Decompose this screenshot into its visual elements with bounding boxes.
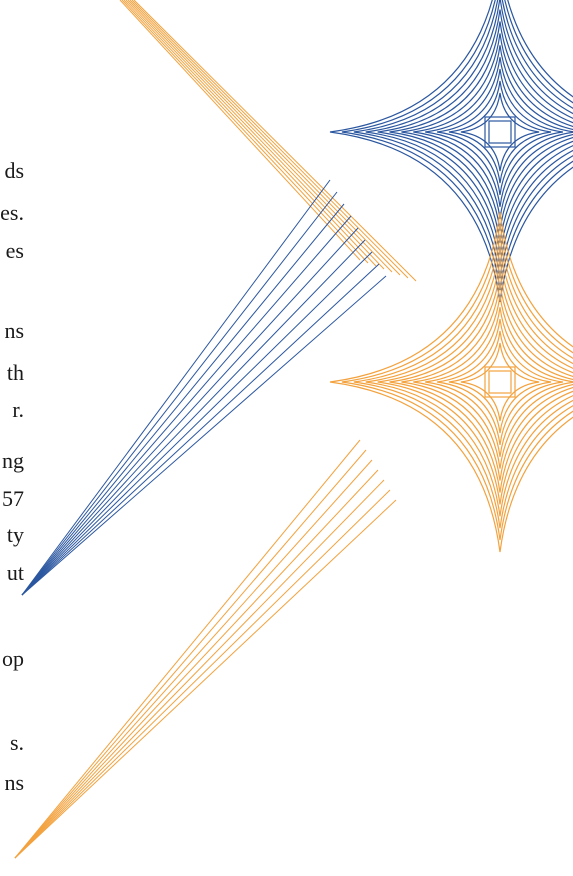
blue-curve: [353, 0, 573, 279]
blue-square: [488, 120, 512, 144]
blue-string: [21, 239, 366, 596]
orange-curve: [329, 211, 573, 553]
blue-curve: [413, 45, 573, 219]
text-fragment-12: s.: [9, 730, 24, 755]
text-fragment-5: th: [6, 360, 24, 385]
blue-curve: [341, 0, 573, 291]
orange-square: [484, 366, 516, 398]
text-fragment-8: 57: [2, 486, 24, 511]
text-fragment-3: es: [5, 238, 24, 263]
text-fragment-4: ns: [4, 318, 24, 343]
orange-string: [121, 0, 369, 264]
text-fragment-2: es.: [0, 200, 24, 225]
orange-string: [125, 0, 385, 270]
orange-lower-string: [14, 459, 373, 859]
blue-curve: [377, 9, 573, 255]
orange-curve: [401, 283, 573, 481]
text-fragment-1: ds: [4, 158, 24, 183]
blue-square: [484, 116, 516, 148]
orange-lower-string: [14, 469, 379, 859]
blue-string: [21, 191, 338, 596]
orange-star-curves: [329, 211, 573, 553]
orange-curve: [377, 259, 573, 505]
blue-curve: [460, 92, 540, 172]
orange-string: [127, 0, 393, 273]
blue-curve: [401, 33, 573, 231]
orange-curve: [341, 223, 573, 541]
string-lines: [14, 0, 417, 859]
orange-lower-string: [14, 479, 385, 859]
blue-curve: [389, 21, 573, 243]
blue-string: [21, 275, 387, 596]
orange-string: [119, 0, 361, 261]
blue-string: [21, 179, 331, 596]
blue-curve: [329, 0, 573, 303]
blue-curve: [448, 80, 552, 184]
orange-lower-string: [14, 499, 397, 859]
blue-star-curves: [329, 0, 573, 303]
blue-string: [21, 203, 345, 596]
orange-curve: [460, 342, 540, 422]
orange-curve: [365, 247, 573, 517]
orange-curve: [448, 330, 552, 434]
orange-curve: [437, 319, 563, 445]
orange-string: [123, 0, 377, 267]
orange-string: [133, 0, 417, 282]
blue-string: [21, 251, 373, 596]
blue-curve: [365, 0, 573, 267]
orange-curve: [389, 271, 573, 493]
orange-curve: [413, 295, 573, 469]
text-fragment-11: op: [2, 646, 24, 671]
orange-curve: [353, 235, 573, 529]
text-fragment-7: ng: [2, 448, 24, 473]
text-fragment-6: r.: [12, 397, 24, 422]
orange-lower-string: [14, 489, 391, 859]
orange-square: [488, 370, 512, 394]
blue-curve: [437, 69, 563, 195]
orange-curve: [425, 307, 573, 457]
orange-string: [129, 0, 401, 276]
text-fragment-13: ns: [4, 770, 24, 795]
blue-curve: [425, 57, 573, 207]
orange-lower-string: [14, 449, 367, 859]
text-fragment-10: ut: [6, 560, 24, 585]
blue-string: [21, 215, 352, 596]
orange-string: [131, 0, 409, 279]
text-fragment-9: ty: [6, 522, 24, 547]
blue-string: [21, 227, 359, 596]
blue-string: [21, 263, 380, 596]
orange-lower-string: [14, 439, 361, 859]
